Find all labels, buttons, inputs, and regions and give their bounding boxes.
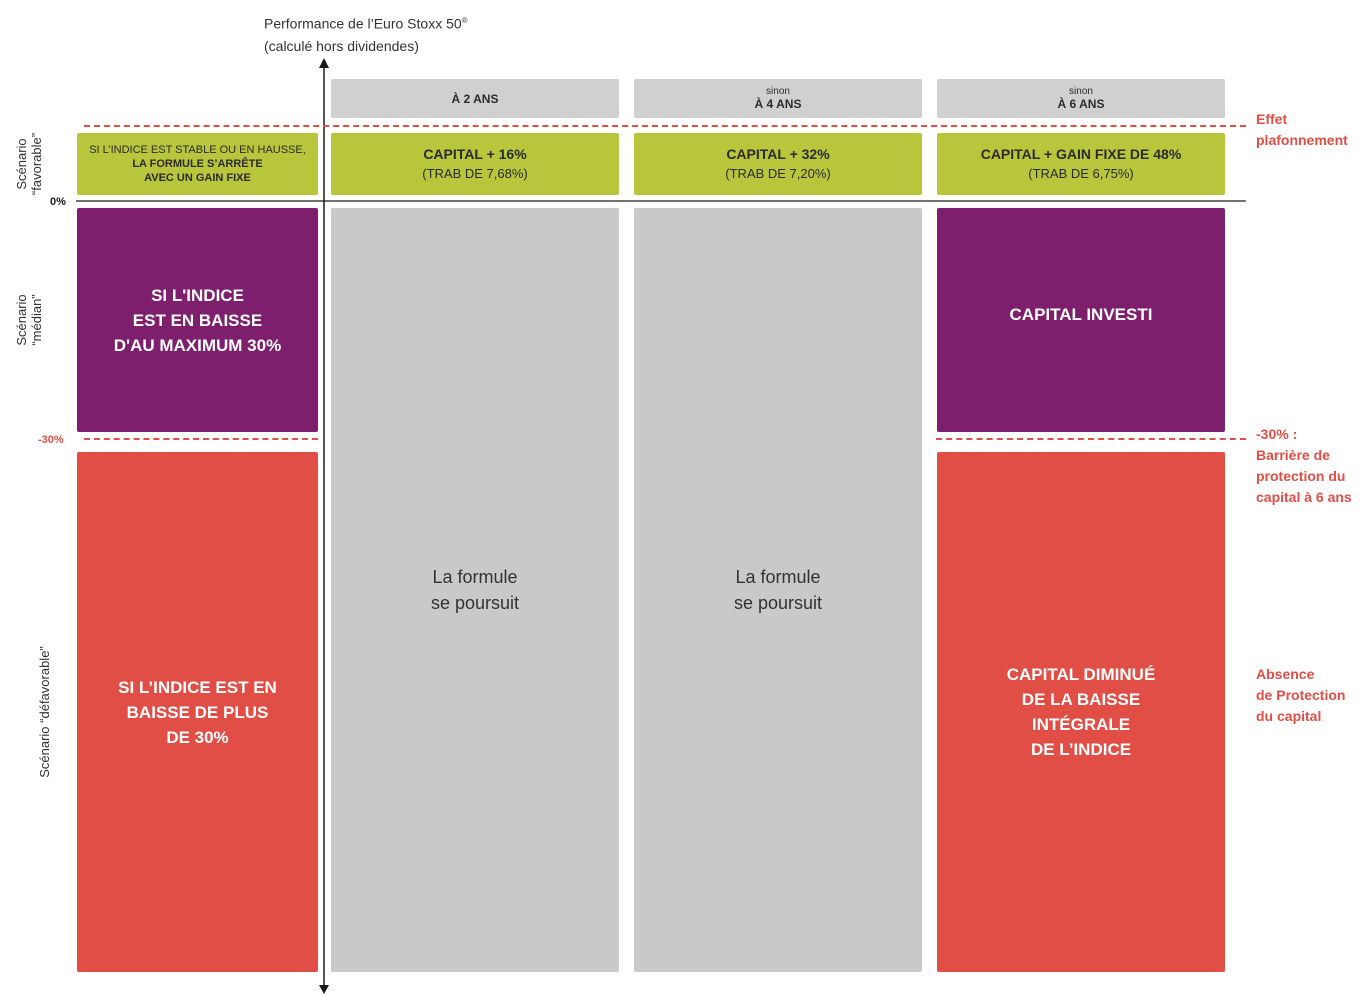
column-header-title: À 2 ANS xyxy=(451,91,499,106)
scenario-defavorable-label: Scénario “défavorable” xyxy=(37,646,52,778)
final-median-6-ans: CAPITAL INVESTI xyxy=(937,208,1225,432)
axis-arrow-up xyxy=(319,58,329,68)
cap-dashed-line xyxy=(84,125,1246,127)
condition-favorable: SI L’INDICE EST STABLE OU EN HAUSSE, LA … xyxy=(77,133,318,195)
scenario-favorable-label: Scénario “favorable” xyxy=(14,132,44,196)
column-header-title: À 6 ANS xyxy=(1057,96,1105,111)
column-header-6-ans: sinon À 6 ANS xyxy=(937,79,1225,118)
axis-arrow-down xyxy=(319,985,329,994)
column-header-title: À 4 ANS xyxy=(754,96,802,111)
condition-defavorable: SI L’INDICE EST EN BAISSE DE PLUS DE 30% xyxy=(77,452,318,972)
note-barriere-protection: -30% : Barrière de protection du capital… xyxy=(1256,426,1352,505)
barrier-dashed-line-right xyxy=(936,438,1246,440)
column-header-pre: sinon xyxy=(1069,85,1093,97)
column-header-pre: sinon xyxy=(766,85,790,97)
scenario-median-label: Scénario “médian” xyxy=(14,294,44,346)
gain-4-ans: CAPITAL + 32% (TRAB DE 7,20%) xyxy=(634,133,922,195)
barrier-dashed-line-left xyxy=(84,438,318,440)
registered-mark: ® xyxy=(461,16,468,25)
note-effet-plafonnement: Effet plafonnement xyxy=(1256,111,1348,148)
zero-label: 0% xyxy=(50,196,66,208)
final-defavorable-6-ans: CAPITAL DIMINUÉ DE LA BAISSE INTÉGRALE D… xyxy=(937,452,1225,972)
axis-title: Performance de l’Euro Stoxx 50® (calculé… xyxy=(264,10,468,57)
axis-title-line2: (calculé hors dividendes) xyxy=(264,37,419,54)
column-header-2-ans: À 2 ANS xyxy=(331,79,619,118)
column-header-4-ans: sinon À 4 ANS xyxy=(634,79,922,118)
continue-2-ans: La formule se poursuit xyxy=(331,208,619,972)
barrier-label: -30% xyxy=(38,434,64,446)
gain-2-ans: CAPITAL + 16% (TRAB DE 7,68%) xyxy=(331,133,619,195)
gain-6-ans: CAPITAL + GAIN FIXE DE 48% (TRAB DE 6,75… xyxy=(937,133,1225,195)
condition-median: SI L'INDICE EST EN BAISSE D'AU MAXIMUM 3… xyxy=(77,208,318,432)
note-absence-protection: Absence de Protection du capital xyxy=(1256,666,1346,724)
axis-title-line1: Performance de l’Euro Stoxx 50 xyxy=(264,15,462,32)
continue-4-ans: La formule se poursuit xyxy=(634,208,922,972)
